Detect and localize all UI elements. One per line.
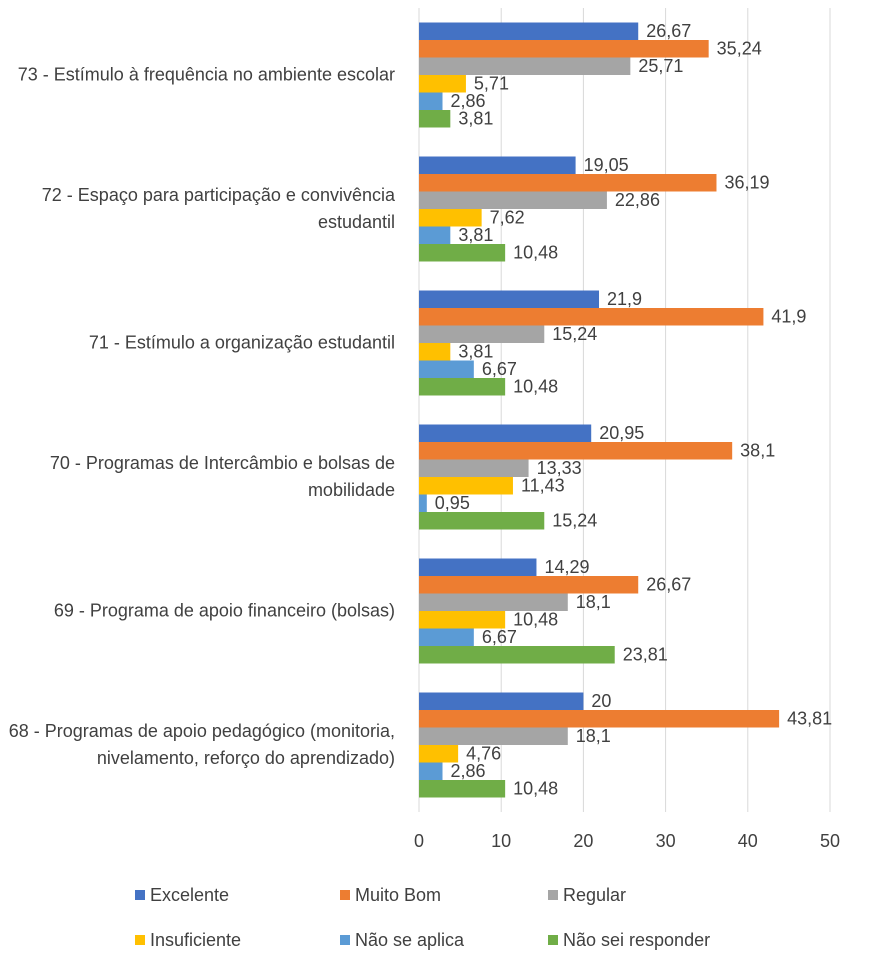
value-label: 0,95 bbox=[435, 493, 470, 513]
legend-swatch bbox=[340, 890, 350, 900]
legend-label: Não sei responder bbox=[563, 930, 710, 950]
value-label: 18,1 bbox=[576, 592, 611, 612]
bar bbox=[419, 57, 631, 75]
bar bbox=[419, 226, 451, 244]
bar bbox=[419, 75, 466, 93]
bar bbox=[419, 512, 545, 530]
value-label: 10,48 bbox=[513, 779, 558, 799]
bar bbox=[419, 646, 615, 664]
value-label: 2,86 bbox=[451, 91, 486, 111]
legend-swatch bbox=[548, 890, 558, 900]
bar bbox=[419, 692, 584, 710]
value-label: 11,43 bbox=[521, 476, 565, 496]
value-label: 43,81 bbox=[787, 709, 832, 729]
bar bbox=[419, 477, 513, 495]
value-label: 7,62 bbox=[490, 208, 525, 228]
bar bbox=[419, 110, 451, 128]
value-label: 6,67 bbox=[482, 627, 517, 647]
x-tick-label: 20 bbox=[573, 831, 593, 851]
bar bbox=[419, 780, 506, 798]
value-label: 20,95 bbox=[599, 423, 644, 443]
category-label: 71 - Estímulo a organização estudantil bbox=[88, 332, 395, 353]
value-label: 26,67 bbox=[646, 21, 691, 41]
value-label: 3,81 bbox=[458, 109, 493, 129]
value-label: 10,48 bbox=[513, 243, 558, 263]
bar bbox=[419, 459, 529, 477]
value-label: 35,24 bbox=[717, 39, 762, 59]
bar bbox=[419, 22, 639, 40]
value-label: 26,67 bbox=[646, 575, 691, 595]
value-label: 36,19 bbox=[724, 173, 769, 193]
legend-swatch bbox=[340, 935, 350, 945]
legend-swatch bbox=[135, 935, 145, 945]
bar bbox=[419, 244, 506, 262]
legend-label: Não se aplica bbox=[355, 930, 465, 950]
value-label: 14,29 bbox=[544, 557, 589, 577]
bar bbox=[419, 360, 474, 378]
legend-label: Muito Bom bbox=[355, 885, 441, 905]
bar bbox=[419, 343, 451, 361]
bar bbox=[419, 727, 568, 745]
bar bbox=[419, 290, 600, 308]
bar bbox=[419, 40, 709, 58]
bar bbox=[419, 762, 443, 780]
value-label: 4,76 bbox=[466, 744, 501, 764]
bar bbox=[419, 710, 780, 728]
value-label: 15,24 bbox=[552, 511, 597, 531]
value-label: 3,81 bbox=[458, 342, 493, 362]
value-label: 20 bbox=[591, 691, 611, 711]
value-label: 5,71 bbox=[474, 74, 509, 94]
value-label: 10,48 bbox=[513, 610, 558, 630]
value-label: 38,1 bbox=[740, 441, 775, 461]
bar bbox=[419, 174, 717, 192]
value-label: 21,9 bbox=[607, 289, 642, 309]
value-label: 18,1 bbox=[576, 726, 611, 746]
bar bbox=[419, 92, 443, 110]
x-tick-label: 10 bbox=[491, 831, 511, 851]
bar bbox=[419, 424, 592, 442]
bar bbox=[419, 576, 639, 594]
value-label: 23,81 bbox=[623, 645, 668, 665]
bar bbox=[419, 611, 506, 629]
category-label: 68 - Programas de apoio pedagógico (moni… bbox=[8, 721, 395, 768]
value-label: 2,86 bbox=[451, 761, 486, 781]
legend-swatch bbox=[548, 935, 558, 945]
bar bbox=[419, 209, 482, 227]
value-label: 13,33 bbox=[537, 458, 582, 478]
category-label: 70 - Programas de Intercâmbio e bolsas d… bbox=[49, 453, 395, 500]
bar bbox=[419, 378, 506, 396]
x-tick-label: 30 bbox=[656, 831, 676, 851]
value-label: 6,67 bbox=[482, 359, 517, 379]
category-label: 73 - Estímulo à frequência no ambiente e… bbox=[17, 64, 395, 85]
value-label: 10,48 bbox=[513, 377, 558, 397]
bar bbox=[419, 628, 474, 646]
x-tick-label: 50 bbox=[820, 831, 840, 851]
x-tick-label: 40 bbox=[738, 831, 758, 851]
bar bbox=[419, 558, 537, 576]
value-label: 22,86 bbox=[615, 190, 660, 210]
legend-label: Insuficiente bbox=[150, 930, 241, 950]
value-label: 25,71 bbox=[638, 56, 683, 76]
value-label: 15,24 bbox=[552, 324, 597, 344]
category-label: 72 - Espaço para participação e convivên… bbox=[41, 185, 395, 232]
bar bbox=[419, 325, 545, 343]
bar bbox=[419, 442, 733, 460]
bar bbox=[419, 156, 576, 174]
bar bbox=[419, 745, 459, 763]
bar bbox=[419, 494, 427, 512]
bar bbox=[419, 593, 568, 611]
legend-label: Excelente bbox=[150, 885, 229, 905]
legend-swatch bbox=[135, 890, 145, 900]
value-label: 41,9 bbox=[771, 307, 806, 327]
value-label: 3,81 bbox=[458, 225, 493, 245]
bar bbox=[419, 191, 607, 209]
category-label: 69 - Programa de apoio financeiro (bolsa… bbox=[53, 600, 395, 621]
x-tick-label: 0 bbox=[414, 831, 424, 851]
value-label: 19,05 bbox=[584, 155, 629, 175]
legend-label: Regular bbox=[563, 885, 626, 905]
bar bbox=[419, 308, 764, 326]
